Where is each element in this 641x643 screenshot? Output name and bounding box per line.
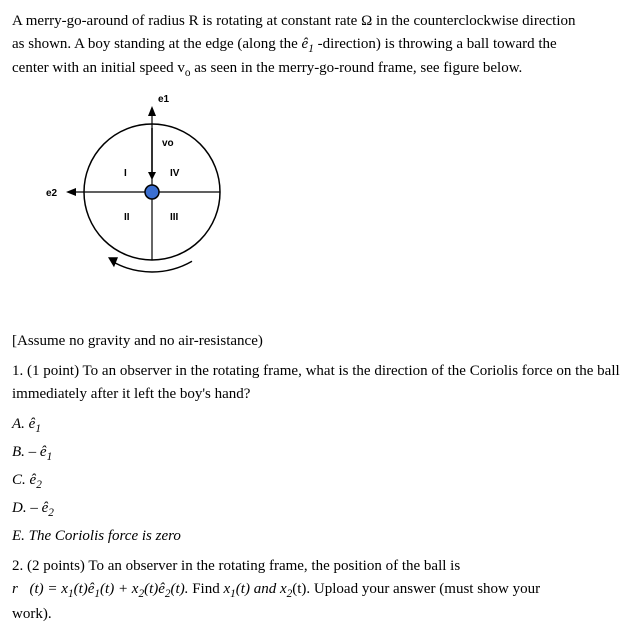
intro-l3b: as seen in the merry-go-round frame, see… <box>190 60 522 76</box>
intro-para: A merry-go-around of radius R is rotatin… <box>12 10 629 82</box>
question-2: 2. (2 points) To an observer in the rota… <box>12 555 629 625</box>
intro-l3a: center with an initial speed v <box>12 60 185 76</box>
answer-D: D. – ê2 <box>12 497 629 522</box>
label-IV: IV <box>170 168 180 179</box>
label-e1: e1 <box>158 94 170 105</box>
answer-C: C. ê2 <box>12 469 629 494</box>
ball <box>145 185 159 199</box>
assume-text: [Assume no gravity and no air-resistance… <box>12 330 629 353</box>
answer-E: E. The Coriolis force is zero <box>12 525 629 548</box>
vo-arrow <box>148 172 156 180</box>
answer-list: A. ê1 B. – ê1 C. ê2 D. – ê2 E. The Corio… <box>12 413 629 547</box>
diagram-svg: e1 e2 vo I II III IV <box>32 92 272 302</box>
e1-arrow <box>148 106 156 116</box>
rotation-arc <box>112 262 192 273</box>
intro-l2a: as shown. A boy standing at the edge (al… <box>12 36 302 52</box>
intro-ehat: ê1 <box>302 36 314 52</box>
answer-B: B. – ê1 <box>12 441 629 466</box>
intro-l1: A merry-go-around of radius R is rotatin… <box>12 13 575 29</box>
intro-l2b: -direction) is throwing a ball toward th… <box>314 36 557 52</box>
diagram: e1 e2 vo I II III IV <box>32 92 629 310</box>
e2-arrow <box>66 188 76 196</box>
answer-A: A. ê1 <box>12 413 629 438</box>
label-e2: e2 <box>46 188 58 199</box>
label-vo: vo <box>162 138 174 149</box>
q2-l1: 2. (2 points) To an observer in the rota… <box>12 558 460 574</box>
rotation-arrow <box>108 258 118 268</box>
label-I: I <box>124 168 127 179</box>
question-1: 1. (1 point) To an observer in the rotat… <box>12 360 629 405</box>
q2-l3: work). <box>12 606 52 622</box>
label-II: II <box>124 212 130 223</box>
label-III: III <box>170 212 179 223</box>
